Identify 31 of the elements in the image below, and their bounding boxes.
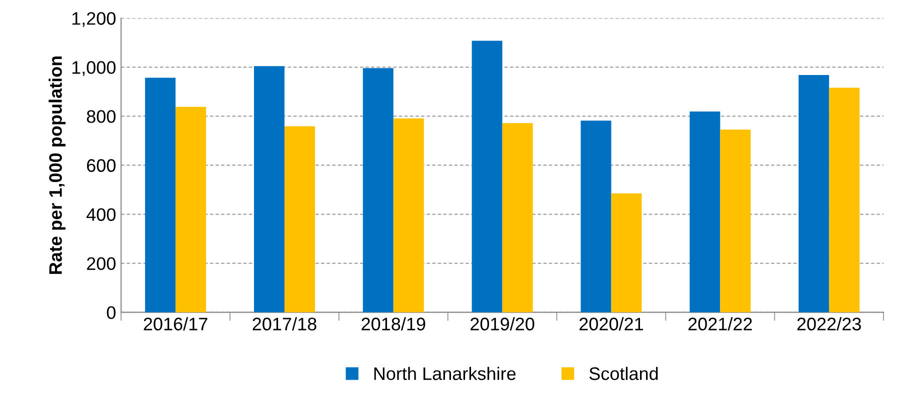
y-tick-label: 1,200 [72, 12, 116, 27]
y-axis-title: Rate per 1,000 population [48, 56, 66, 274]
x-tick-label: 2020/21 [580, 317, 643, 330]
bar [690, 112, 720, 312]
bar [502, 123, 533, 312]
legend-label: North Lanarkshire [374, 366, 516, 380]
x-tick-label: 2019/20 [470, 317, 534, 330]
x-tick-label: 2018/19 [362, 317, 426, 330]
bar [254, 66, 284, 312]
bar [580, 120, 612, 312]
bar [829, 88, 860, 312]
x-tick-label: 2022/23 [797, 317, 861, 330]
x-tick-label: 2017/18 [252, 317, 316, 330]
y-tick-label: 200 [87, 257, 116, 270]
bar [798, 75, 830, 312]
y-tick-label: 1,000 [72, 61, 116, 76]
bar [611, 193, 642, 312]
y-tick-label: 600 [87, 159, 116, 172]
bar [362, 68, 394, 312]
bar [393, 118, 424, 312]
y-tick-label: 0 [106, 306, 116, 320]
x-tick-label: 2016/17 [144, 317, 208, 330]
legend-label: Scotland [589, 366, 658, 380]
x-tick-label: 2021/22 [688, 317, 752, 330]
bar [472, 40, 502, 312]
bar [284, 126, 315, 312]
y-tick-label: 800 [86, 110, 116, 123]
y-tick-label: 400 [86, 208, 116, 221]
bar [720, 130, 751, 312]
bar [176, 106, 206, 312]
bar [145, 78, 176, 312]
